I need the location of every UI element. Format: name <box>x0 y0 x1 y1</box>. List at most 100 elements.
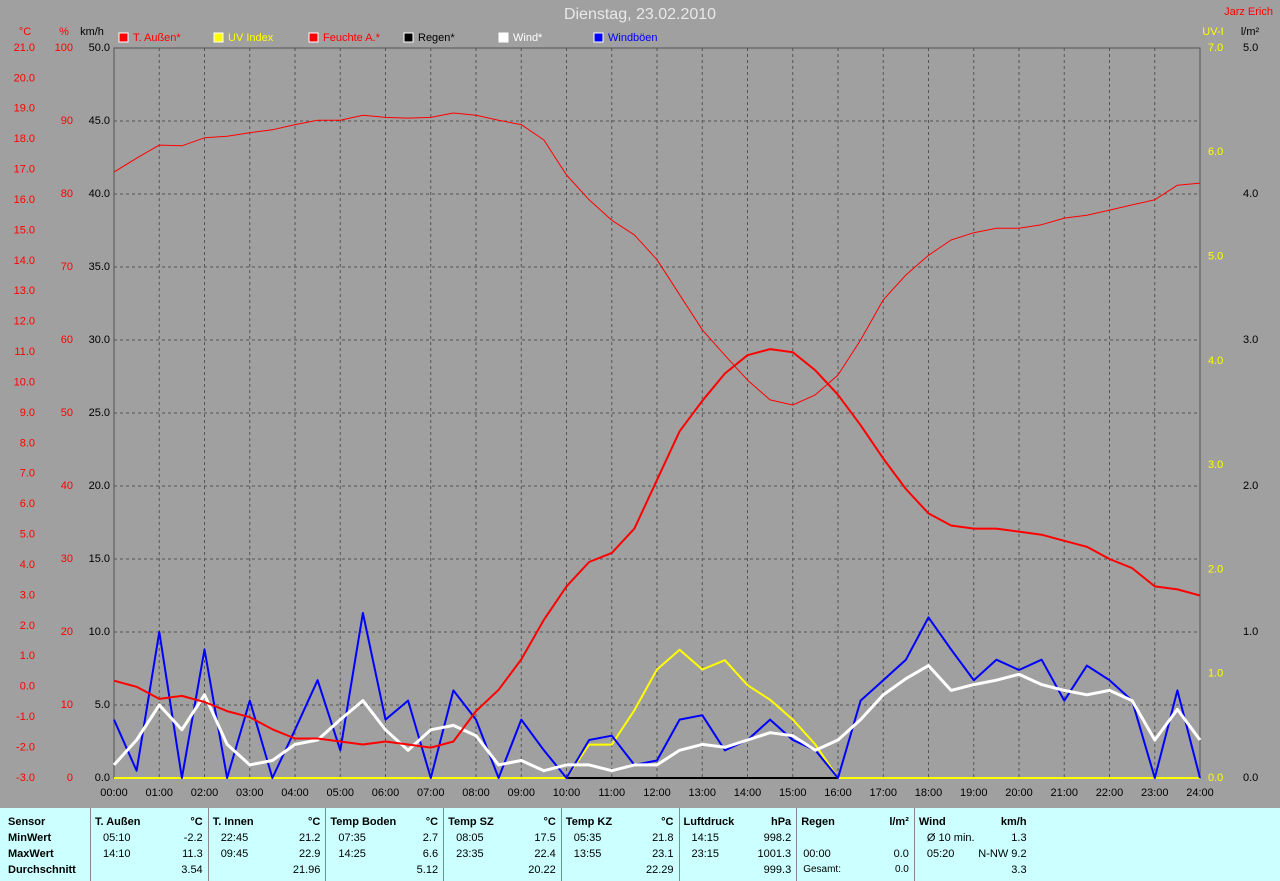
author: Jarz Erich <box>1224 6 1273 18</box>
summary-table: Sensor MinWert MaxWert Durchschnitt T. Außen… <box>0 808 1280 881</box>
table-cell: 13:55 <box>573 848 602 860</box>
legend-label: Wind* <box>513 32 543 44</box>
axis-unit: km/h <box>80 26 104 38</box>
y-tick-label: 7.0 <box>1208 42 1223 54</box>
x-tick-label: 08:00 <box>462 787 490 799</box>
x-tick-label: 17:00 <box>869 787 897 799</box>
table-cell: 20.22 <box>528 864 556 876</box>
table-cell: 0.0 <box>894 864 909 875</box>
table-cell: 14:10 <box>103 848 131 860</box>
y-tick-label: 18.0 <box>14 133 35 145</box>
y-tick-label: 2.0 <box>1208 563 1223 575</box>
table-cell: 5.12 <box>416 864 439 876</box>
table-section: Wind km/h Ø 10 min. 1.3 05:20 N-NW 9.2 3.3 <box>913 808 1033 881</box>
table-cell: 6.6 <box>422 848 439 860</box>
legend-swatch <box>308 32 319 43</box>
x-tick-label: 14:00 <box>734 787 762 799</box>
x-tick-label: 11:00 <box>598 787 625 799</box>
y-tick-label: 13.0 <box>14 285 35 297</box>
series-line <box>114 648 1200 779</box>
x-tick-label: 16:00 <box>824 787 852 799</box>
y-tick-label: 30 <box>61 553 73 565</box>
y-tick-label: 5.0 <box>1208 250 1223 262</box>
y-tick-label: 1.0 <box>1243 626 1258 638</box>
table-section: Luftdruck hPa 14:15 998.2 23:15 1001.3 999.3 <box>678 808 798 881</box>
section-unit: hPa <box>771 816 792 828</box>
section-unit: °C <box>661 816 674 828</box>
section-title: T. Außen <box>95 816 141 828</box>
y-tick-label: 2.0 <box>1243 480 1258 492</box>
x-tick-label: 21:00 <box>1050 787 1078 799</box>
section-title: Temp Boden <box>330 816 397 828</box>
row-label: Durchschnitt <box>8 864 76 876</box>
table-section: Regen l/m² 00:00 0.0 Gesamt: 0.0 <box>796 808 915 881</box>
y-tick-label: 8.0 <box>20 437 35 449</box>
section-title: T. Innen <box>212 816 254 828</box>
row-label: MinWert <box>8 832 52 844</box>
legend-label: T. Außen* <box>133 32 181 44</box>
table-section: T. Außen °C 05:10 -2.2 14:10 11.3 3.54 <box>90 808 209 881</box>
table-cell: 21.8 <box>652 832 674 844</box>
y-tick-label: 25.0 <box>89 407 110 419</box>
y-tick-label: 16.0 <box>14 194 35 206</box>
table-cell: 14:15 <box>691 832 720 844</box>
x-tick-label: 24:00 <box>1186 787 1214 799</box>
legend-swatch <box>213 32 224 43</box>
x-tick-label: 05:00 <box>326 787 354 799</box>
y-tick-label: 12.0 <box>14 316 35 328</box>
legend-label: Windböen <box>608 32 658 44</box>
y-tick-label: 7.0 <box>20 468 35 480</box>
y-tick-label: -2.0 <box>16 741 35 753</box>
section-unit: l/m² <box>889 816 909 828</box>
legend-label: UV Index <box>228 32 274 44</box>
table-cell: 21.96 <box>292 864 321 876</box>
y-tick-label: 17.0 <box>14 164 35 176</box>
y-tick-label: 20.0 <box>89 480 110 492</box>
axis-unit: UV-I <box>1202 26 1223 38</box>
y-tick-label: 10.0 <box>89 626 110 638</box>
y-tick-label: 20.0 <box>14 72 35 84</box>
y-tick-label: 21.0 <box>14 42 35 54</box>
table-cell: 07:35 <box>338 832 366 844</box>
x-tick-label: 04:00 <box>281 787 309 799</box>
series-line <box>113 112 1201 406</box>
y-tick-label: 2.0 <box>20 620 35 632</box>
y-tick-label: 10.0 <box>14 376 35 388</box>
table-cell: 22.29 <box>645 864 674 876</box>
y-tick-label: 6.0 <box>20 498 35 510</box>
y-tick-label: 14.0 <box>14 255 35 267</box>
x-tick-label: 01:00 <box>145 787 173 799</box>
section-unit: km/h <box>1000 816 1027 828</box>
legend-swatch <box>118 32 129 43</box>
table-cell: 22.4 <box>534 848 556 860</box>
y-tick-label: 15.0 <box>89 553 110 565</box>
y-tick-label: 60 <box>61 334 73 346</box>
table-cell: 14:25 <box>338 848 366 860</box>
table-cell: 17.5 <box>534 832 556 844</box>
section-unit: °C <box>543 816 556 828</box>
section-title: Temp SZ <box>448 816 494 828</box>
row-label: MaxWert <box>8 848 54 860</box>
table-cell: 2.7 <box>422 832 439 844</box>
axis-unit: °C <box>19 26 31 38</box>
x-tick-label: 06:00 <box>372 787 400 799</box>
y-tick-label: 3.0 <box>1208 459 1223 471</box>
legend-swatch <box>498 32 509 43</box>
table-cell: 08:05 <box>456 832 484 844</box>
y-tick-label: 1.0 <box>20 650 35 662</box>
table-section: Temp SZ °C 08:05 17.5 23:35 22.4 20.22 <box>443 808 562 881</box>
table-section: Temp KZ °C 05:35 21.8 13:55 23.1 22.29 <box>560 808 680 881</box>
y-tick-label: 0.0 <box>1243 772 1258 784</box>
table-cell: 05:10 <box>103 832 131 844</box>
table-cell: 999.3 <box>763 864 792 876</box>
legend-swatch <box>403 32 414 43</box>
axis-unit: l/m² <box>1241 26 1260 38</box>
x-tick-label: 18:00 <box>915 787 943 799</box>
y-tick-label: 50.0 <box>89 42 110 54</box>
table-cell: 3.54 <box>181 864 203 876</box>
y-tick-label: 19.0 <box>14 103 35 115</box>
x-tick-label: 12:00 <box>643 787 671 799</box>
y-tick-label: 50 <box>61 407 73 419</box>
y-tick-label: 5.0 <box>95 699 110 711</box>
table-cell: 21.2 <box>298 832 321 844</box>
